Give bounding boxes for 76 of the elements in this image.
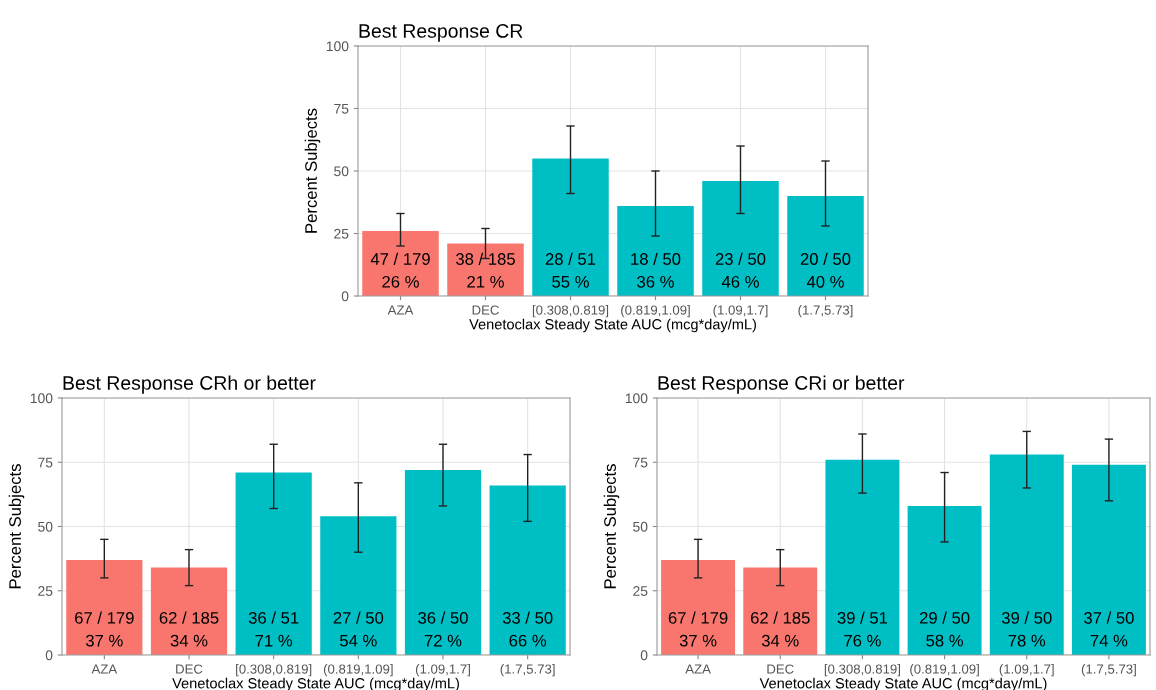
x-tick-label: [0.308,0.819] — [236, 664, 312, 677]
bar — [404, 469, 482, 655]
chart-title: Best Response CR — [359, 24, 523, 42]
bar — [489, 485, 566, 655]
y-tick-label: 25 — [38, 586, 53, 596]
data-label: 29 / 50 58 % — [919, 611, 970, 647]
y-tick-label: 100 — [326, 41, 349, 52]
data-label: 36 / 50 72 % — [418, 611, 468, 647]
y-tick-label: 100 — [625, 393, 648, 404]
x-tick-label: (1.09,1.7] — [713, 305, 768, 318]
bar — [320, 516, 397, 655]
x-tick-label: DEC — [767, 664, 794, 674]
x-tick-label: (1.7,5.73] — [1081, 664, 1136, 677]
data-label: 67 / 179 37 % — [75, 611, 134, 647]
bar — [532, 158, 609, 296]
x-tick-label: DEC — [176, 664, 203, 674]
x-tick-label: (0.819,1.09] — [621, 305, 690, 318]
bar — [825, 459, 900, 655]
data-label: 39 / 50 78 % — [1001, 611, 1052, 647]
bar — [743, 567, 818, 655]
y-tick-label: 75 — [633, 457, 648, 468]
bar — [1071, 464, 1146, 655]
bar — [235, 472, 312, 655]
data-label: 36 / 51 71 % — [248, 611, 299, 647]
data-label: 38 / 185 21 % — [456, 252, 515, 288]
y-axis-title: Percent Subjects — [8, 464, 25, 589]
y-tick-label: 0 — [45, 650, 53, 661]
x-tick-label: (0.819,1.09] — [910, 664, 979, 677]
x-tick-label: (1.09,1.7] — [415, 664, 470, 677]
y-tick-label: 25 — [633, 586, 648, 596]
data-label: 37 / 50 74 % — [1084, 611, 1134, 647]
y-tick-label: 50 — [633, 521, 648, 532]
y-axis-title: Percent Subjects — [603, 464, 620, 589]
x-tick-label: [0.308,0.819] — [824, 664, 900, 677]
x-tick-label: (1.7,5.73] — [500, 664, 555, 677]
bar — [617, 206, 694, 296]
x-tick-label: (1.7,5.73] — [798, 305, 853, 318]
data-label: 62 / 185 34 % — [159, 611, 219, 647]
x-axis-title: Venetoclax Steady State AUC (mcg*day/mL) — [469, 318, 756, 333]
bar — [66, 559, 143, 655]
data-label: 62 / 185 34 % — [750, 611, 810, 647]
bar — [150, 567, 228, 655]
y-tick-label: 50 — [334, 166, 349, 177]
y-tick-label: 0 — [640, 650, 648, 661]
bar — [989, 454, 1064, 655]
bar — [787, 196, 864, 296]
data-label: 23 / 50 46 % — [715, 252, 766, 288]
x-tick-label: [0.308,0.819] — [532, 305, 609, 318]
bar — [362, 231, 439, 296]
y-tick-label: 50 — [38, 521, 53, 532]
y-axis-title: Percent Subjects — [304, 108, 321, 233]
y-tick-label: 100 — [30, 393, 53, 404]
x-tick-label: AZA — [685, 664, 711, 674]
data-label: 39 / 51 76 % — [837, 611, 888, 647]
x-tick-label: (1.09,1.7] — [999, 664, 1054, 677]
data-label: 47 / 179 26 % — [370, 252, 430, 288]
x-tick-label: AZA — [91, 664, 118, 674]
data-label: 28 / 51 55 % — [545, 252, 596, 288]
y-tick-label: 75 — [334, 103, 349, 114]
data-label: 33 / 50 66 % — [502, 611, 553, 647]
data-label: 20 / 50 40 % — [800, 252, 851, 288]
y-tick-label: 0 — [341, 291, 349, 302]
y-tick-label: 75 — [38, 457, 53, 468]
bar — [661, 559, 736, 655]
x-tick-label: DEC — [472, 305, 499, 315]
bar — [702, 181, 779, 296]
chart-title: Best Response CRi or better — [658, 375, 905, 394]
y-tick-label: 25 — [334, 228, 349, 239]
data-label: 67 / 179 37 % — [668, 611, 728, 647]
data-label: 18 / 50 36 % — [631, 252, 681, 288]
data-label: 27 / 50 54 % — [333, 611, 384, 647]
x-tick-label: AZA — [387, 305, 414, 315]
chart-title: Best Response CRh or better — [63, 375, 316, 394]
bar — [907, 505, 982, 655]
bar — [447, 243, 524, 296]
x-tick-label: (0.819,1.09] — [323, 664, 393, 677]
